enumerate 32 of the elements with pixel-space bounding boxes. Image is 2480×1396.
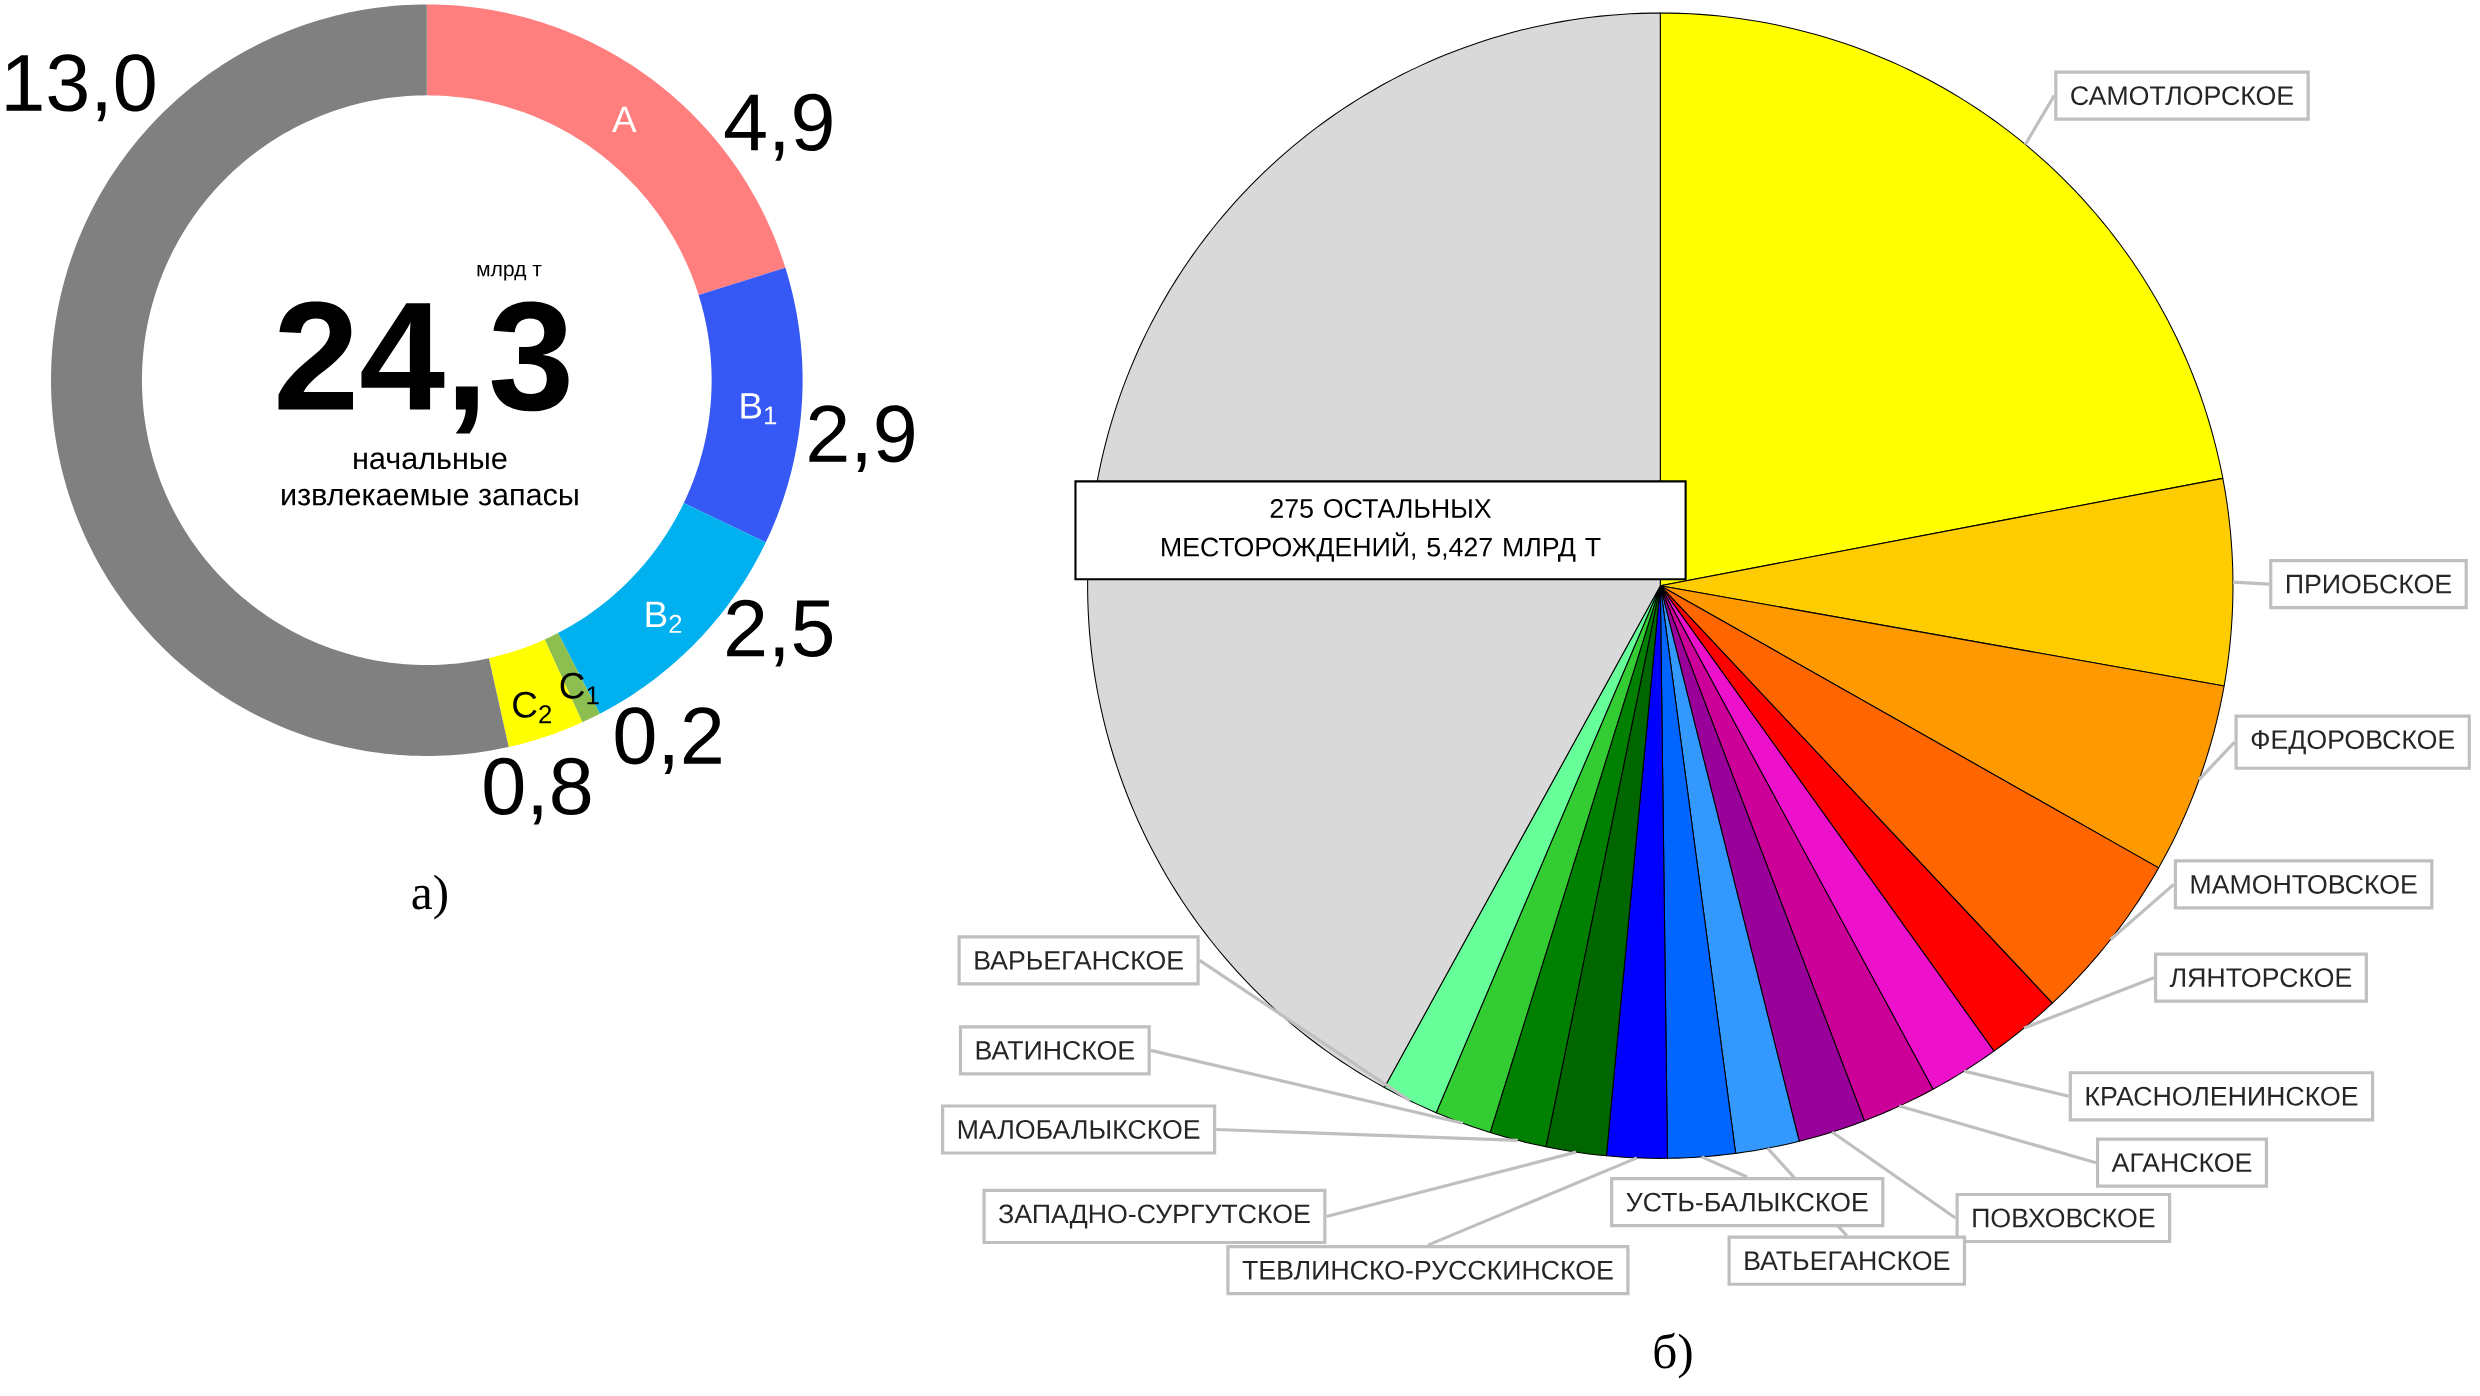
data-label: 13,0: [6, 54, 155, 122]
slice-label: ТЕВЛИНСКО-РУССКИНСКОЕ: [1242, 1260, 1613, 1280]
slice-label: C$_{2}$: [513, 691, 552, 724]
text: а): [412, 874, 447, 920]
slice-label: B$_{2}$: [646, 601, 682, 633]
slice-label: ЛЯНТОРСКОЕ: [2169, 968, 2352, 988]
slice-label: ВАРЬЕГАНСКОЕ: [975, 950, 1183, 970]
slice-label: МАЛОБАЛЫКСКОЕ: [958, 1119, 1200, 1139]
text: начальные: [354, 452, 507, 470]
slice-label: ФЕДОРОВСКОЕ: [2251, 730, 2455, 755]
data-label: 2,5: [727, 599, 833, 667]
data-label: 4,9: [724, 93, 832, 161]
data-label: 2,9: [809, 405, 914, 473]
slice-label: A: [612, 106, 637, 133]
data-label: 0,2: [615, 707, 721, 774]
slice-label: ВАТЬЕГАНСКОЕ: [1745, 1251, 1950, 1271]
slice-label: B$_{1}$: [741, 393, 777, 425]
text: 24,3: [278, 301, 569, 434]
slice-label: ПОВХОВСКОЕ: [1973, 1208, 2155, 1228]
slice-label: ПРИОБСКОЕ: [2286, 574, 2452, 594]
text: б): [1654, 1332, 1692, 1379]
slice-label: КРАСНОЛЕНИНСКОЕ: [2086, 1086, 2358, 1106]
slice-label: ЗАПАДНО-СУРГУТСКОЕ: [999, 1204, 1310, 1229]
slice-label: САМОТЛОРСКОЕ: [2071, 86, 2294, 106]
text: млрд т: [477, 264, 542, 281]
slice-label: АГАНСКОЕ: [2111, 1153, 2252, 1173]
text: извлекаемые запасы: [282, 488, 578, 506]
slice-label: 275 ОСТАЛЬНЫХ МЕСТОРОЖДЕНИЙ, 5,427 МЛРД Т: [1162, 498, 1601, 562]
data-label: 0,8: [484, 757, 591, 825]
slice-label: МАМОНТОВСКОЕ: [2191, 874, 2417, 894]
slice-label: УСТЬ-БАЛЫКСКОЕ: [1626, 1192, 1868, 1212]
slice-label: ВАТИНСКОЕ: [976, 1040, 1135, 1060]
